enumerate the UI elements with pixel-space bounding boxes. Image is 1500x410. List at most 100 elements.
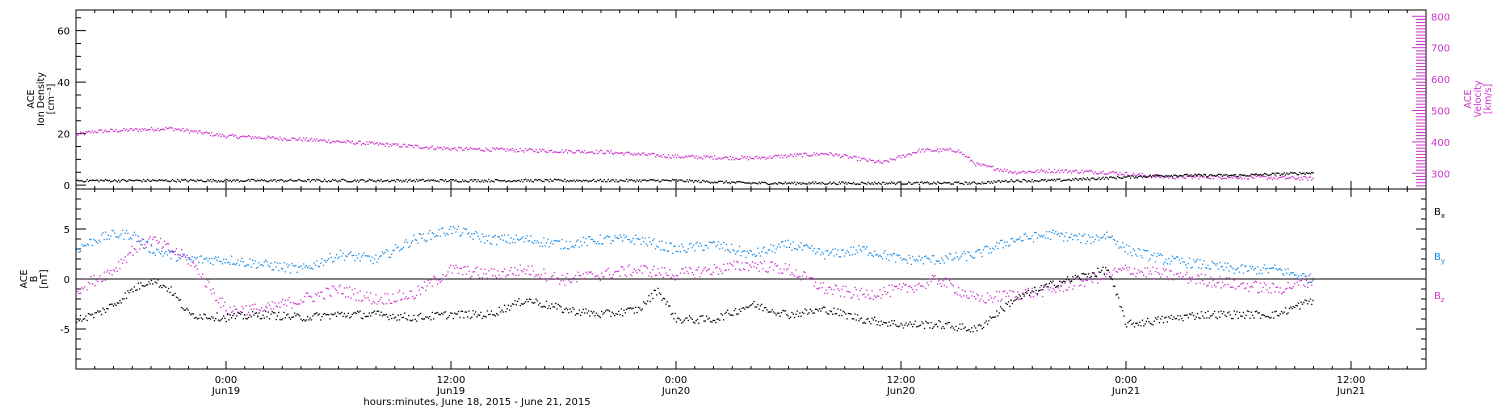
density-series-point [473,179,475,181]
density-series-point [670,180,672,182]
by-series-point [685,251,687,253]
bz-series-point [98,277,100,280]
density-series-point [938,182,940,184]
bz-series-point [728,269,730,271]
by-series-point [94,239,96,242]
bx-series-point [240,313,242,315]
velocity-series-point [160,129,162,131]
by-series-point [829,252,831,254]
density-series-point [846,183,848,185]
density-series-point [1078,178,1081,180]
bz-series-point [652,269,654,271]
bz-series-point [961,289,964,291]
velocity-series-point [824,153,826,155]
by-series-point [149,252,151,254]
bz-series-point [142,247,145,249]
bz-series-point [688,266,691,269]
by-series-point [595,243,598,245]
density-series-point [930,183,932,185]
density-series-point [254,180,256,182]
density-series-point [402,179,405,182]
bx-series-point [320,319,322,321]
bz-series-point [786,269,788,271]
bx-series-point [570,311,573,313]
bx-series-point [1070,280,1073,282]
bz-series-point [429,282,431,284]
by-series-point [1028,238,1031,240]
bx-series-point [513,303,515,305]
by-series-point [648,236,650,239]
bx-series-point [141,285,143,287]
bx-series-point [627,307,629,309]
velocity-series-point [1007,172,1010,174]
by-series-point [358,253,360,255]
by-series-point [1217,268,1220,270]
bx-series-point [545,300,548,302]
by-series-point [990,252,993,254]
bz-series-point [744,268,746,271]
bz-series-point [1179,272,1182,274]
by-series-point [98,239,100,241]
velocity-series-point [1274,178,1276,180]
bz-series-point [249,305,251,307]
by-series-point [733,250,735,252]
velocity-series-point [935,150,937,152]
density-series-point [639,179,641,181]
by-series-point [696,241,699,243]
velocity-series-point [1111,171,1113,173]
by-series-point [803,245,805,247]
density-series-point [984,182,986,184]
bz-series-point [838,289,840,292]
bx-series-point [431,311,433,314]
bz-series-point [322,297,325,300]
bz-series-point [770,261,772,263]
velocity-series-point [460,147,462,149]
density-series-point [398,180,401,182]
density-series-point [703,180,705,182]
velocity-series-point [612,153,615,155]
bz-series-point [457,272,460,275]
density-series-point [755,182,758,185]
velocity-series-point [968,156,970,158]
bx-series-point [632,307,634,309]
density-series-point [1279,174,1281,176]
bz-series-point [1233,279,1235,281]
bx-series-point [601,310,603,313]
bx-series-point [610,315,612,317]
bz-series-point [1186,271,1188,273]
by-series-point [1023,233,1025,236]
bz-series-point [914,285,916,287]
bx-series-point [556,308,558,310]
by-series-point [1021,240,1023,242]
density-series-point [549,178,552,180]
density-series-point [1227,175,1229,177]
bx-series-point [829,310,831,312]
by-series-point [408,246,410,249]
by-series-point [1202,263,1204,265]
density-series-point [1249,174,1251,177]
bx-series-point [1021,297,1023,299]
by-series-point [394,244,397,246]
density-series-point [337,181,339,183]
by-series-point [795,248,797,250]
bz-series-point [1185,274,1187,276]
by-series-point [1141,257,1144,259]
bx-series-point [135,289,137,292]
by-series-point [209,262,212,264]
bx-series-point [233,313,235,315]
density-series-point [795,183,797,186]
by-series-point [1273,267,1275,269]
bz-series-point [826,292,829,294]
by-series-point [404,241,406,243]
velocity-series-point [242,135,244,137]
by-series-point [1173,257,1175,259]
velocity-series-point [1053,168,1056,171]
bx-series-point [402,316,405,319]
velocity-series-point [148,129,150,131]
velocity-series-point [212,135,214,137]
bz-series-point [628,264,630,266]
bz-series-point [363,295,365,297]
by-series-point [170,258,172,260]
by-series-point [1082,235,1084,237]
